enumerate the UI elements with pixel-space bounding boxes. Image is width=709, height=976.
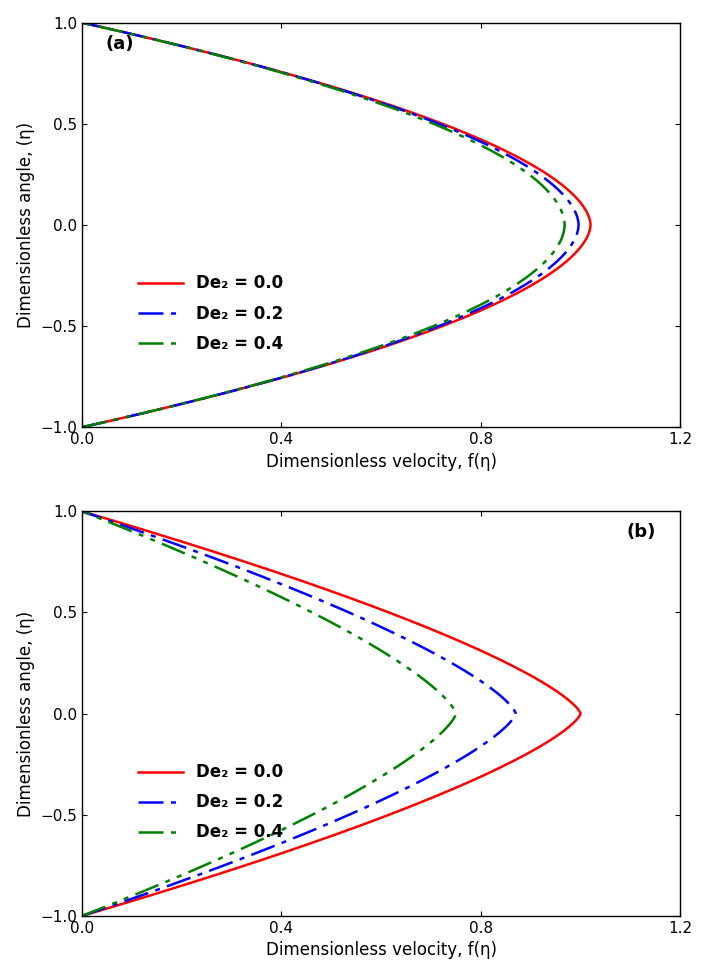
Text: (a): (a) (106, 35, 135, 53)
Text: (b): (b) (627, 523, 657, 542)
Y-axis label: Dimensionless angle, (η): Dimensionless angle, (η) (17, 611, 35, 817)
Legend: De₂ = 0.0, De₂ = 0.2, De₂ = 0.4: De₂ = 0.0, De₂ = 0.2, De₂ = 0.4 (131, 268, 289, 359)
X-axis label: Dimensionless velocity, f(η): Dimensionless velocity, f(η) (266, 453, 496, 470)
Legend: De₂ = 0.0, De₂ = 0.2, De₂ = 0.4: De₂ = 0.0, De₂ = 0.2, De₂ = 0.4 (131, 757, 289, 847)
X-axis label: Dimensionless velocity, f(η): Dimensionless velocity, f(η) (266, 941, 496, 959)
Y-axis label: Dimensionless angle, (η): Dimensionless angle, (η) (17, 122, 35, 328)
